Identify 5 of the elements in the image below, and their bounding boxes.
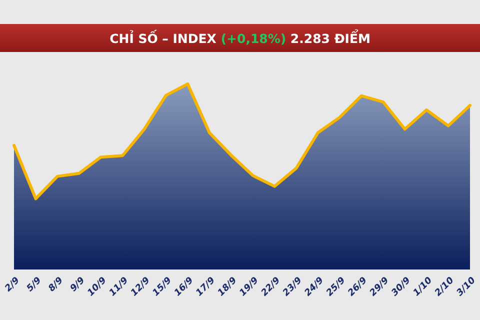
x-tick-label: 8/9: [47, 276, 66, 294]
chart-title: CHỈ SỐ – INDEX (+0,18%) 2.283 ĐIỂM: [110, 29, 370, 46]
x-tick-label: 9/9: [68, 276, 88, 294]
x-tick-label: 2/9: [4, 276, 22, 294]
x-tick-label: 5/9: [25, 276, 44, 294]
